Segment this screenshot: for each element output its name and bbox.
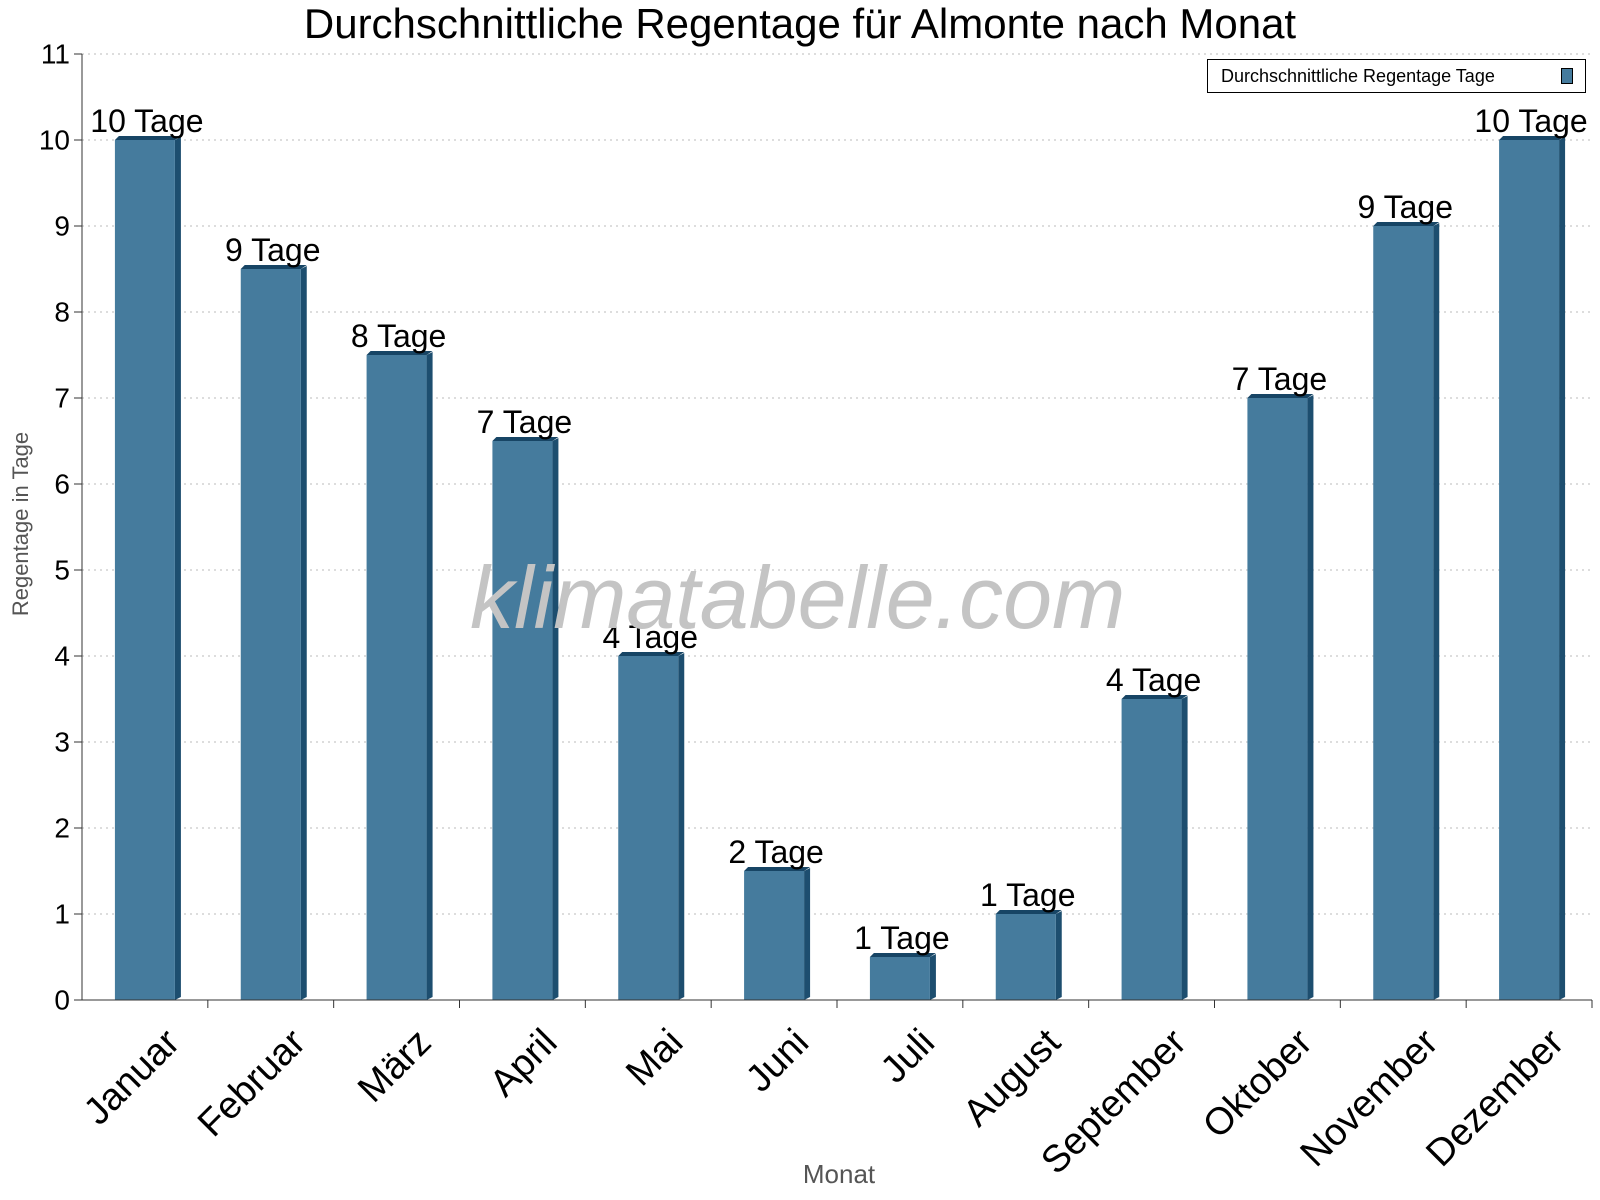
bar-side [1055, 911, 1062, 1000]
y-axis-label: Regentage in Tage [8, 431, 33, 617]
x-tick-label: Juli [873, 1021, 943, 1091]
data-label: 10 Tage [1474, 103, 1587, 139]
bar-dezember [1499, 140, 1560, 1000]
bar-side [426, 352, 433, 1000]
bar-side [804, 868, 811, 1000]
data-labels: 10 Tage 9 Tage 8 Tage 7 Tage 4 Tage 2 Tage 1 T… [90, 103, 1587, 956]
data-label: 9 Tage [1358, 189, 1454, 225]
bar-top [744, 867, 811, 871]
data-label: 9 Tage [225, 232, 321, 268]
bar-september [1121, 699, 1182, 1000]
bar-side [1181, 696, 1188, 1000]
x-tick-label: Mai [618, 1021, 691, 1094]
bar-top [1247, 394, 1314, 398]
bar-januar [114, 140, 175, 1000]
y-tick-label: 2 [54, 813, 70, 844]
watermark-text: klimatabelle.com [470, 548, 1126, 647]
x-tick-label: Dezember [1418, 1021, 1572, 1175]
y-tick-label: 7 [54, 383, 70, 414]
bar-top [240, 265, 307, 269]
bar-februar [240, 269, 301, 1000]
bar-side [678, 653, 685, 1000]
bar-juli [869, 957, 930, 1000]
data-label: 10 Tage [90, 103, 203, 139]
y-tick-label: 11 [41, 39, 70, 70]
bar-august [995, 914, 1056, 1000]
data-label: 1 Tage [854, 920, 950, 956]
bar-side [300, 266, 307, 1000]
legend-swatch [1561, 68, 1573, 84]
gridlines [82, 53, 1592, 915]
x-axis-label: Monat [802, 1159, 876, 1189]
y-tick-label: 4 [54, 641, 70, 672]
bar-side [1559, 137, 1566, 1000]
x-tick-label: Februar [190, 1021, 314, 1145]
y-tick-label: 0 [54, 985, 70, 1016]
bar-side [1307, 395, 1314, 1000]
y-tick-label: 10 [39, 125, 70, 156]
x-tick-label: Oktober [1195, 1021, 1321, 1147]
bar-märz [366, 355, 427, 1000]
bar-top [995, 910, 1062, 914]
data-label: 1 Tage [980, 877, 1076, 913]
y-tick-label: 9 [54, 211, 70, 242]
bar-side [174, 137, 181, 1000]
y-tick-label: 5 [54, 555, 70, 586]
bar-top [1373, 222, 1440, 226]
bar-side [552, 438, 559, 1000]
data-label: 2 Tage [728, 834, 824, 870]
bar-november [1373, 226, 1434, 1000]
bar-top [869, 953, 936, 957]
bar-top [114, 136, 181, 140]
x-tick-label: Juni [738, 1021, 817, 1100]
data-label: 4 Tage [1106, 662, 1202, 698]
legend: Durchschnittliche Regentage Tage [1207, 59, 1586, 93]
legend-series-label: Durchschnittliche Regentage Tage [1221, 66, 1495, 86]
bar-april [492, 441, 553, 1000]
y-tick-label: 8 [54, 297, 70, 328]
bar-juni [744, 871, 805, 1000]
bar-mai [618, 656, 679, 1000]
chart-title: Durchschnittliche Regentage für Almonte … [303, 0, 1297, 47]
y-tick-label: 6 [54, 469, 70, 500]
x-tick-label: November [1293, 1021, 1447, 1175]
bar-top [618, 652, 685, 656]
bars [114, 136, 1566, 1000]
bar-top [1499, 136, 1566, 140]
y-tick-label: 3 [54, 727, 70, 758]
y-tick-label: 1 [54, 899, 70, 930]
bar-top [366, 351, 433, 355]
x-tick-label: August [955, 1021, 1069, 1135]
bar-oktober [1247, 398, 1308, 1000]
data-label: 8 Tage [351, 318, 447, 354]
bar-side [929, 954, 936, 1000]
data-label: 4 Tage [603, 619, 699, 655]
bar-side [1433, 223, 1440, 1000]
x-tick-label: April [482, 1021, 565, 1104]
x-tick-label: Januar [76, 1021, 188, 1133]
data-label: 7 Tage [477, 404, 573, 440]
bar-top [1121, 695, 1188, 699]
x-tick-label: März [350, 1021, 439, 1110]
bar-top [492, 437, 559, 441]
data-label: 7 Tage [1232, 361, 1328, 397]
